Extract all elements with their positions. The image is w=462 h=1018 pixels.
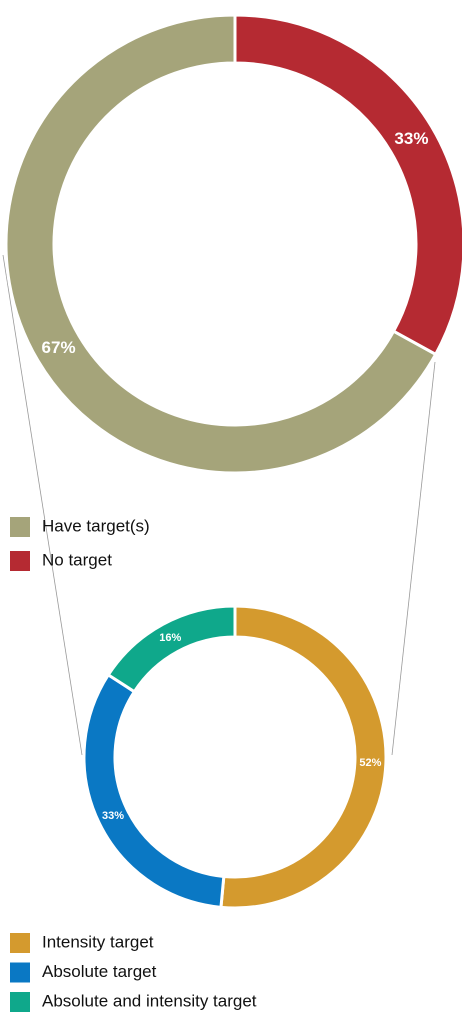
legend-swatch [10,517,30,537]
legend-swatch [10,933,30,953]
legend-swatch [10,551,30,571]
legend-label: Absolute and intensity target [42,991,257,1010]
data-label: 52% [359,757,381,769]
donut-slice [4,13,438,475]
legend-swatch [10,962,30,983]
donut-slice [106,604,237,694]
legend-label: Intensity target [42,932,154,951]
data-label: 16% [159,632,181,644]
connector [391,361,436,756]
legend-swatch [10,992,30,1012]
data-label: 33% [394,129,428,148]
data-label: 67% [42,338,76,357]
legend-label: Absolute target [42,962,157,981]
legend-label: Have target(s) [42,516,150,535]
legend-label: No target [42,550,112,569]
data-label: 33% [102,810,124,822]
connector [2,254,83,756]
donut-slice [82,672,226,909]
donut-slice [233,13,462,357]
donut-slice [219,604,388,910]
